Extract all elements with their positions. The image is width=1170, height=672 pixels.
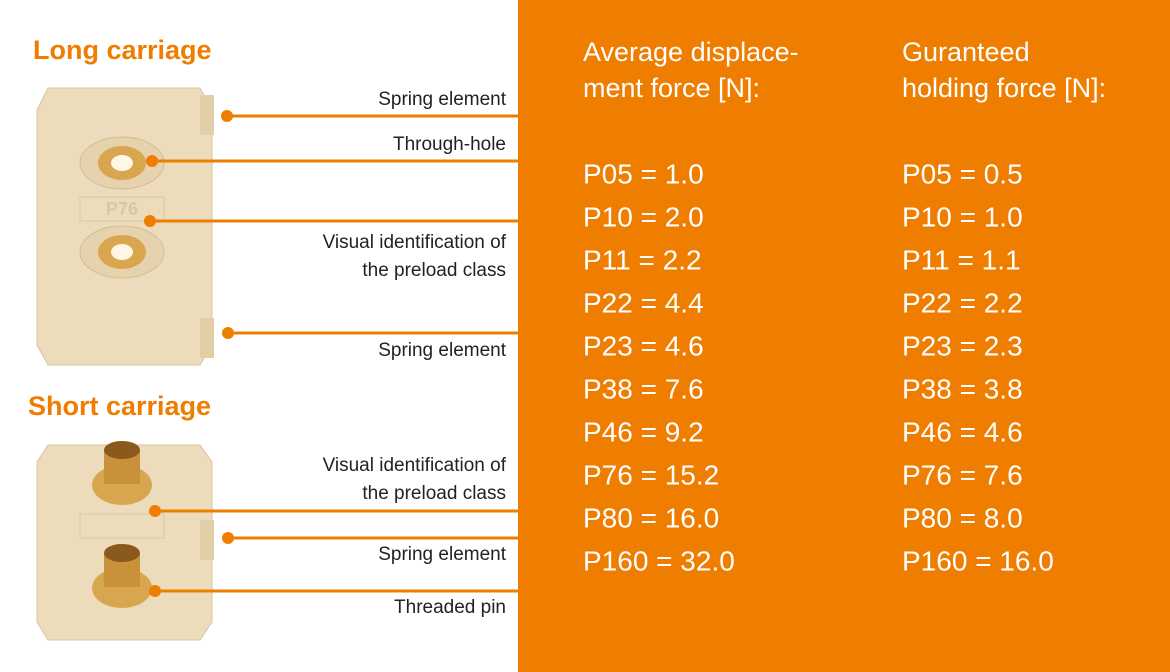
value-row: P23 = 2.3 <box>902 330 1023 361</box>
orange-panel <box>518 0 1170 672</box>
value-row: P23 = 4.6 <box>583 330 704 361</box>
short-carriage-image <box>36 441 214 641</box>
label: Through-hole <box>393 134 506 155</box>
value-row: P46 = 4.6 <box>902 416 1023 447</box>
value-row: P76 = 7.6 <box>902 459 1023 490</box>
value-row: P05 = 0.5 <box>902 158 1023 189</box>
value-row: P22 = 4.4 <box>583 287 704 318</box>
label: the preload class <box>362 260 506 281</box>
value-row: P05 = 1.0 <box>583 158 704 189</box>
value-row: P160 = 32.0 <box>583 545 735 576</box>
label: Visual identification of <box>323 455 507 476</box>
title: Short carriage <box>28 391 211 421</box>
label: Threaded pin <box>394 597 506 618</box>
long-carriage-image: P76 <box>36 87 214 366</box>
value-row: P10 = 2.0 <box>583 201 704 232</box>
value-row: P38 = 3.8 <box>902 373 1023 404</box>
column-heading: holding force [N]: <box>902 73 1106 103</box>
title: Long carriage <box>33 35 212 65</box>
value-row: P22 = 2.2 <box>902 287 1023 318</box>
svg-text:P76: P76 <box>106 199 138 219</box>
value-row: P10 = 1.0 <box>902 201 1023 232</box>
label: Spring element <box>378 89 507 110</box>
column-heading: ment force [N]: <box>583 73 760 103</box>
value-row: P160 = 16.0 <box>902 545 1054 576</box>
column-heading: Average displace- <box>583 37 799 67</box>
value-row: P46 = 9.2 <box>583 416 704 447</box>
leader-lines <box>144 110 518 597</box>
value-row: P11 = 2.2 <box>583 244 702 275</box>
value-row: P38 = 7.6 <box>583 373 704 404</box>
column-heading: Guranteed <box>902 37 1030 67</box>
value-row: P80 = 16.0 <box>583 502 719 533</box>
label: Spring element <box>378 340 507 361</box>
value-row: P80 = 8.0 <box>902 502 1023 533</box>
value-row: P11 = 1.1 <box>902 244 1021 275</box>
value-row: P76 = 15.2 <box>583 459 719 490</box>
label: the preload class <box>362 483 506 504</box>
label: Spring element <box>378 544 507 565</box>
label: Visual identification of <box>323 232 507 253</box>
